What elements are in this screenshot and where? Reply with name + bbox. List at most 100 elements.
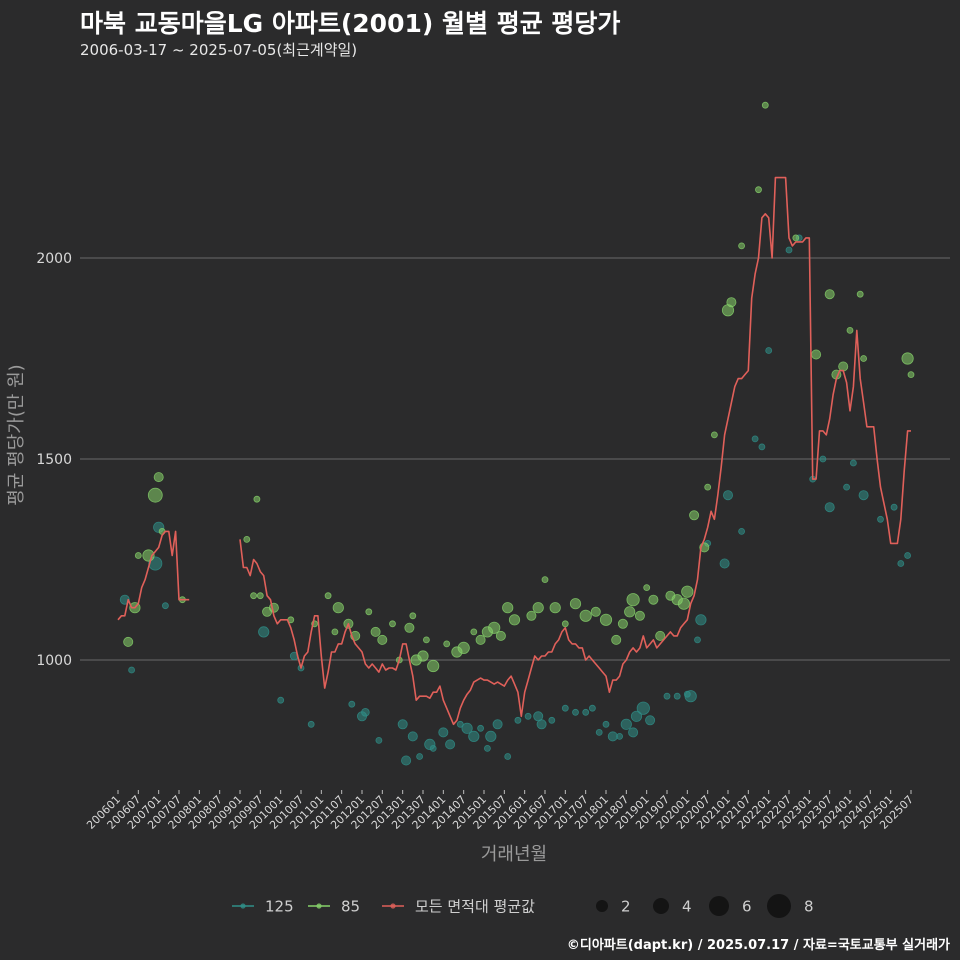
point-area125-55 xyxy=(719,558,730,569)
point-area125-20 xyxy=(438,727,449,738)
point-area85-9 xyxy=(250,592,258,600)
point-area85-4 xyxy=(147,487,163,503)
point-area125-67 xyxy=(850,459,857,467)
legend-dot-area85 xyxy=(316,903,322,909)
point-area85-8 xyxy=(243,536,251,543)
point-area125-17 xyxy=(416,753,424,760)
point-area85-42 xyxy=(526,610,537,621)
point-area85-30 xyxy=(422,636,430,644)
point-area125-33 xyxy=(536,719,547,730)
point-area85-50 xyxy=(599,613,613,626)
point-area125-51 xyxy=(684,690,697,703)
point-area125-64 xyxy=(819,455,827,463)
point-area85-48 xyxy=(579,609,592,622)
average-line-segment-0 xyxy=(117,530,190,621)
y-tick-label-1500: 1500 xyxy=(36,452,72,468)
point-area125-13 xyxy=(375,737,383,744)
chart-subtitle: 2006-03-17 ~ 2025-07-05(최근계약일) xyxy=(80,41,358,59)
x-axis-title: 거래년월 xyxy=(481,844,547,865)
x-axis-ticks: 2006012006072007012007072008012008072009… xyxy=(84,790,916,832)
point-area125-34 xyxy=(548,716,556,724)
point-area85-53 xyxy=(624,606,636,618)
point-area85-74 xyxy=(824,289,835,300)
point-area125-30 xyxy=(514,716,522,724)
legend-label-area85: 85 xyxy=(341,898,360,916)
point-area85-41 xyxy=(508,614,521,626)
y-tick-label-2000: 2000 xyxy=(36,251,72,267)
point-area125-27 xyxy=(485,730,497,743)
point-area125-25 xyxy=(477,724,485,732)
scatter-points xyxy=(119,101,915,766)
point-area125-71 xyxy=(897,560,905,567)
point-area125-65 xyxy=(824,502,835,513)
point-area125-48 xyxy=(663,692,671,700)
point-area85-65 xyxy=(704,483,712,491)
point-area85-69 xyxy=(738,242,745,250)
point-area125-39 xyxy=(595,729,603,736)
point-area85-71 xyxy=(761,101,769,109)
point-area125-24 xyxy=(468,730,480,743)
point-area85-61 xyxy=(677,597,691,610)
point-area85-31 xyxy=(427,659,440,673)
y-tick-label-1000: 1000 xyxy=(36,653,72,669)
point-area85-77 xyxy=(846,326,854,334)
point-area125-40 xyxy=(602,720,610,728)
point-area125-1 xyxy=(128,666,136,674)
point-area85-40 xyxy=(502,602,514,614)
point-area85-81 xyxy=(907,371,915,379)
point-area85-73 xyxy=(811,349,822,360)
point-area125-4 xyxy=(161,602,169,610)
point-area125-72 xyxy=(904,552,911,559)
point-area125-60 xyxy=(765,347,773,354)
point-area85-56 xyxy=(643,584,651,591)
point-area125-35 xyxy=(561,704,569,712)
point-area85-16 xyxy=(324,592,332,600)
point-area125-70 xyxy=(890,503,898,511)
point-area85-23 xyxy=(377,634,388,645)
point-area85-70 xyxy=(755,186,762,194)
point-area85-54 xyxy=(626,593,640,607)
point-area125-12 xyxy=(361,707,370,717)
average-line-segment-1 xyxy=(239,176,911,726)
point-area85-68 xyxy=(726,297,737,308)
point-area85-39 xyxy=(495,630,506,641)
point-area125-26 xyxy=(483,745,491,752)
point-area125-9 xyxy=(307,720,315,728)
point-area85-44 xyxy=(541,576,549,583)
point-area125-37 xyxy=(582,708,590,716)
point-area85-58 xyxy=(655,630,666,641)
point-area125-10 xyxy=(348,700,356,708)
point-area125-69 xyxy=(877,515,884,523)
point-area125-21 xyxy=(445,739,456,750)
point-area125-52 xyxy=(694,636,701,644)
point-area85-26 xyxy=(404,622,415,633)
point-area85-34 xyxy=(457,641,470,655)
point-area125-44 xyxy=(628,727,639,738)
point-area85-76 xyxy=(838,361,849,372)
point-area125-6 xyxy=(277,696,285,704)
grid-lines xyxy=(80,257,950,661)
legend-size-label-8: 8 xyxy=(804,898,814,916)
point-area125-61 xyxy=(785,246,793,254)
point-area125-45 xyxy=(630,710,643,722)
legend-size-circle-8 xyxy=(767,894,791,918)
chart-title: 마북 교동마을LG 아파트(2001) 월별 평균 평당가 xyxy=(80,9,621,38)
point-area125-46 xyxy=(636,701,650,715)
point-area85-51 xyxy=(611,634,622,645)
legend-label-avg: 모든 면적대 평균값 xyxy=(415,898,535,916)
point-area85-78 xyxy=(856,290,864,298)
point-area85-11 xyxy=(256,592,264,600)
point-area125-66 xyxy=(843,483,850,491)
y-axis-ticks: 1000 1500 2000 xyxy=(36,251,72,669)
legend-size-circle-6 xyxy=(709,896,729,916)
point-area125-53 xyxy=(695,614,707,626)
point-area125-59 xyxy=(758,443,766,451)
average-line xyxy=(117,176,911,726)
point-area85-79 xyxy=(860,355,867,362)
point-area125-57 xyxy=(738,528,745,535)
point-area85-63 xyxy=(689,510,700,521)
point-area85-10 xyxy=(253,495,261,503)
legend-size-circle-4 xyxy=(653,898,669,914)
point-area85-62 xyxy=(681,585,694,598)
